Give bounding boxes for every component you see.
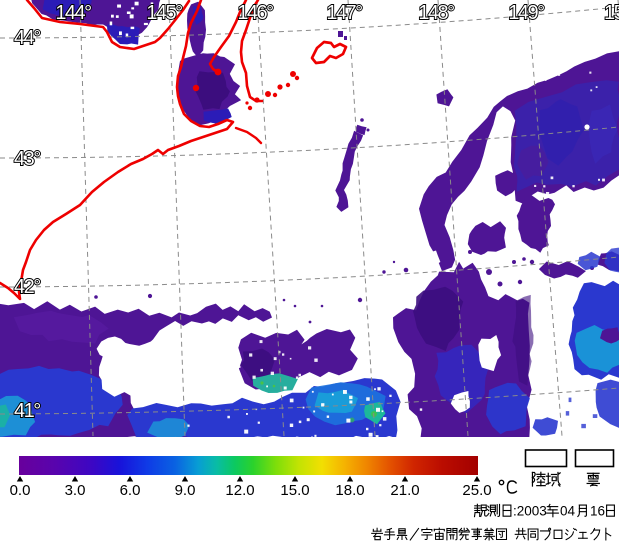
svg-text:149°: 149°: [508, 2, 544, 24]
svg-text:150: 150: [604, 2, 619, 24]
svg-text:04: 04: [560, 504, 576, 519]
svg-text:42°: 42°: [14, 276, 40, 298]
svg-text:25.0: 25.0: [462, 482, 491, 499]
svg-text:21.0: 21.0: [390, 482, 419, 499]
svg-text:44°: 44°: [14, 27, 40, 49]
svg-text:148°: 148°: [418, 2, 454, 24]
svg-text:12.0: 12.0: [225, 482, 254, 499]
svg-text:9.0: 9.0: [175, 482, 196, 499]
svg-text::2003: :2003: [513, 504, 547, 519]
svg-text:146°: 146°: [237, 2, 273, 24]
svg-text:147°: 147°: [326, 2, 362, 24]
svg-text:145°: 145°: [146, 2, 182, 24]
svg-text:43°: 43°: [14, 148, 40, 170]
svg-text:18.0: 18.0: [335, 482, 364, 499]
svg-text:144°: 144°: [55, 2, 91, 24]
svg-text:16: 16: [590, 504, 605, 519]
svg-text:0.0: 0.0: [10, 482, 31, 499]
svg-text:15.0: 15.0: [280, 482, 309, 499]
svg-text:3.0: 3.0: [65, 482, 86, 499]
svg-text:41°: 41°: [14, 400, 40, 422]
svg-text:6.0: 6.0: [120, 482, 141, 499]
